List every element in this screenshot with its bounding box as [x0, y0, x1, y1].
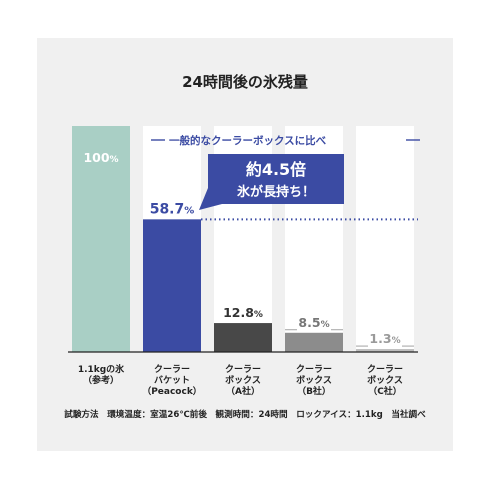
- callout-box: [208, 154, 344, 204]
- data-label: 12.8%: [223, 305, 263, 320]
- column-background: [356, 126, 414, 352]
- chart-panel: 24時間後の氷残量 100% 58.7% 12.8% 8.5% 1.3% 一般的なクーラー…: [37, 38, 453, 451]
- category-label: ボックス: [367, 374, 403, 386]
- data-label: 1.3%: [369, 331, 400, 346]
- comparison-text: 一般的なクーラーボックスに比べ: [169, 134, 327, 147]
- category-label: 1.1kgの氷: [78, 363, 125, 375]
- bar: [143, 219, 201, 352]
- category-label: （C社）: [368, 385, 402, 397]
- data-label: 100%: [83, 150, 118, 165]
- category-label: バケット: [154, 375, 190, 386]
- bar: [214, 323, 272, 352]
- test-conditions-footnote: 試験方法 環境温度：室温26℃前後 観測時間：24時間 ロックアイス：1.1kg…: [64, 410, 426, 420]
- category-label: （B社）: [297, 385, 331, 397]
- category-label: クーラー: [154, 364, 190, 375]
- category-label: （Peacock）: [142, 386, 202, 397]
- category-label: （A社）: [226, 385, 260, 397]
- category-label: ボックス: [296, 374, 332, 386]
- bar: [285, 332, 343, 352]
- category-label: クーラー: [367, 364, 403, 375]
- callout-headline: 約4.5倍: [246, 160, 306, 179]
- category-label: （参考）: [83, 374, 119, 386]
- callout-pointer: [199, 188, 222, 210]
- category-label: クーラー: [296, 364, 332, 375]
- category-label: クーラー: [225, 364, 261, 375]
- data-label: 58.7%: [150, 201, 195, 217]
- bar: [72, 126, 130, 352]
- callout-subline: 氷が長持ち！: [237, 184, 315, 200]
- bar-chart: 100% 58.7% 12.8% 8.5% 1.3% 一般的なクーラーボックスに比べ約4.…: [68, 126, 420, 397]
- data-label: 8.5%: [298, 315, 329, 330]
- bar: [356, 349, 414, 352]
- chart-title: 24時間後の氷残量: [182, 73, 308, 91]
- category-label: ボックス: [225, 374, 261, 386]
